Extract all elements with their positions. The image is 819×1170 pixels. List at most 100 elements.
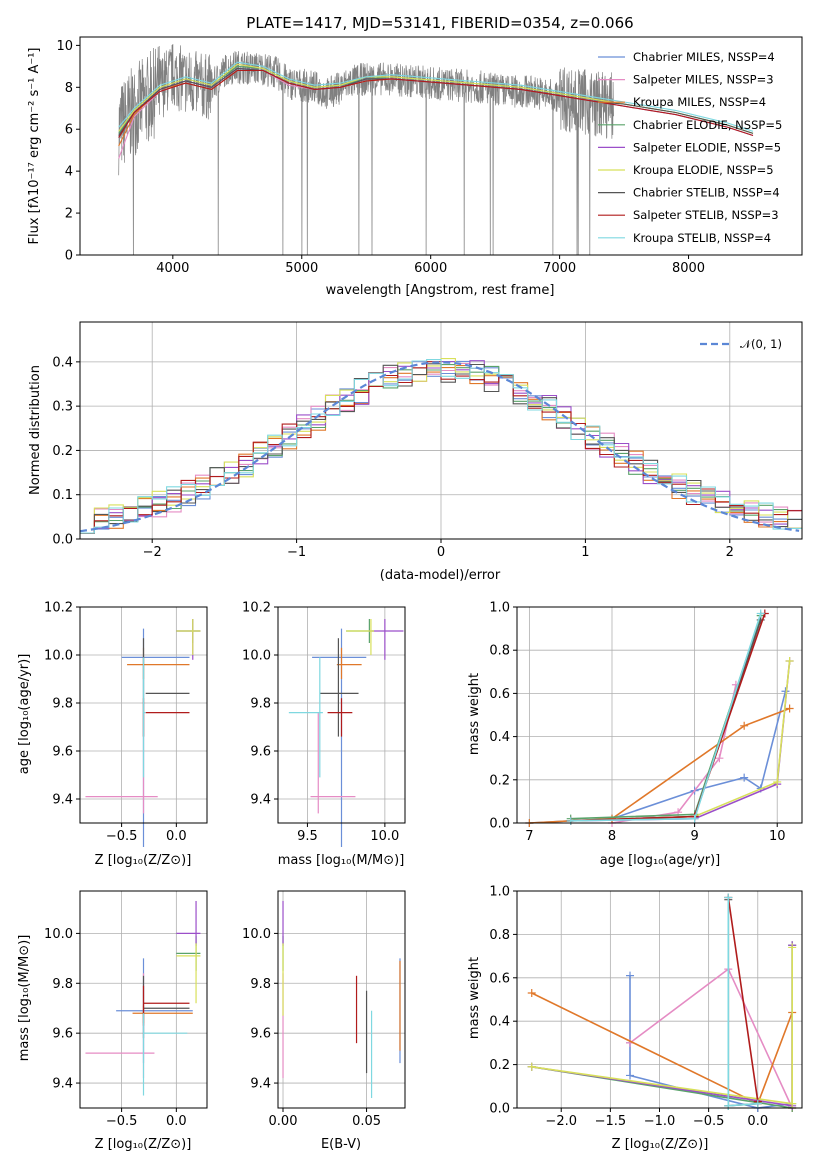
weight-marker xyxy=(788,1099,797,1108)
age-vs-z-xlabel: Z [log₁₀(Z/Z⊙)] xyxy=(95,853,192,868)
weight-marker xyxy=(626,1071,635,1080)
spectrum-y-tick-label: 4 xyxy=(65,165,73,180)
mass-vs-z-y-tick-label: 10.0 xyxy=(44,927,73,942)
weight-vs-age-x-tick-label: 7 xyxy=(525,829,533,844)
weight-marker xyxy=(690,814,699,823)
axes-frame xyxy=(277,890,406,1109)
weight-line-5 xyxy=(531,947,793,1105)
weight-vs-age-y-tick-label: 0.8 xyxy=(489,644,510,659)
weight-line-0 xyxy=(629,975,793,1109)
legend-label: Chabrier ELODIE, NSSP=5 xyxy=(633,118,782,132)
axes-frame xyxy=(79,321,803,540)
weight-vs-age-x-tick-label: 9 xyxy=(690,829,698,844)
axes-frame xyxy=(516,606,803,824)
weight-vs-z-x-tick-label: −2.0 xyxy=(545,1114,577,1129)
mass-vs-ebv-y-tick-label: 9.8 xyxy=(250,977,271,992)
weight-vs-age-panel: 7 8 9 10 0.0 0.2 0.4 0.6 0.8 1.0 xyxy=(489,601,803,844)
legend-label: Kroupa STELIB, NSSP=4 xyxy=(633,231,771,245)
age-vs-mass-y-tick-label: 10.2 xyxy=(242,601,271,616)
legend-label: Kroupa ELODIE, NSSP=5 xyxy=(633,163,774,177)
legend-label: Salpeter STELIB, NSSP=3 xyxy=(633,208,779,222)
spectrum-title: PLATE=1417, MJD=53141, FIBERID=0354, z=0… xyxy=(246,14,633,32)
weight-vs-age-y-tick-label: 0.0 xyxy=(489,817,510,832)
spectrum-ylabel: Flux [fλ10⁻¹⁷ erg cm⁻² s⁻¹ A⁻¹] xyxy=(27,48,42,245)
age-vs-z-y-tick-label: 9.8 xyxy=(52,697,73,712)
mass-vs-z-xlabel: Z [log₁₀(Z/Z⊙)] xyxy=(95,1137,192,1152)
spectrum-panel: 4000 5000 6000 7000 8000 0 2 4 6 8 10 Chabrier MILE… xyxy=(56,36,803,276)
mass-vs-ebv-y-tick-label: 9.6 xyxy=(250,1027,271,1042)
weight-line-2 xyxy=(529,707,790,824)
spectrum-y-tick-label: 10 xyxy=(56,39,73,54)
spectrum-y-tick-label: 0 xyxy=(65,249,73,264)
legend-label: Chabrier STELIB, NSSP=4 xyxy=(633,186,780,200)
mass-vs-z-x-tick-label: 0.0 xyxy=(166,1114,187,1129)
mass-vs-z-y-tick-label: 9.8 xyxy=(52,977,73,992)
weight-vs-z-x-tick-label: −0.5 xyxy=(693,1114,725,1129)
axes-frame xyxy=(79,890,208,1109)
weight-line-1 xyxy=(629,967,793,1109)
age-vs-mass-x-tick-label: 9.5 xyxy=(297,829,318,844)
age-vs-z-y-tick-label: 10.0 xyxy=(44,649,73,664)
weight-line-3 xyxy=(570,615,762,820)
legend-label: Kroupa MILES, NSSP=4 xyxy=(633,95,766,109)
weight-line-7 xyxy=(570,613,766,822)
age-vs-z-ylabel: age [log₁₀(age/yr)] xyxy=(17,654,32,775)
weight-vs-age-xlabel: age [log₁₀(age/yr)] xyxy=(600,853,721,868)
weight-vs-age-x-tick-label: 10 xyxy=(769,829,786,844)
weight-line-1 xyxy=(611,684,737,824)
mass-vs-ebv-y-tick-label: 9.4 xyxy=(250,1077,271,1092)
weight-marker xyxy=(753,1099,762,1108)
weight-vs-z-panel: −2.0 −1.5 −1.0 −0.5 0.0 0.0 0.2 0.4 0.6 0.8 1.0 xyxy=(489,885,803,1129)
weight-marker xyxy=(785,657,794,665)
spectrum-x-tick-label: 4000 xyxy=(156,261,189,276)
weight-marker xyxy=(566,816,575,825)
spectrum-x-tick-label: 8000 xyxy=(672,261,705,276)
weight-marker xyxy=(527,988,536,997)
model-spectrum-8 xyxy=(118,61,754,132)
weight-marker xyxy=(785,704,794,713)
residual-x-tick-label: 1 xyxy=(581,545,589,560)
legend-label: Salpeter ELODIE, NSSP=5 xyxy=(633,140,781,154)
age-vs-mass-panel: 9.5 10.0 9.4 9.6 9.8 10.0 10.2 xyxy=(242,601,406,847)
spectrum-y-tick-label: 6 xyxy=(65,123,73,138)
weight-vs-age-y-tick-label: 0.6 xyxy=(489,687,510,702)
mass-vs-z-y-tick-label: 9.6 xyxy=(52,1027,73,1042)
residual-x-tick-label: −2 xyxy=(143,545,162,560)
axes-frame xyxy=(516,890,803,1109)
spectrum-y-tick-label: 2 xyxy=(65,207,73,222)
residual-ylabel: Normed distribution xyxy=(28,365,43,495)
age-vs-mass-y-tick-label: 9.8 xyxy=(250,697,271,712)
legend-label: Salpeter MILES, NSSP=3 xyxy=(633,73,774,87)
age-vs-z-x-tick-label: 0.0 xyxy=(166,829,187,844)
weight-line-0 xyxy=(529,691,787,824)
weight-marker xyxy=(527,1062,536,1071)
observed-spectrum xyxy=(118,44,614,255)
gaussian-curve xyxy=(80,361,800,533)
model-spectrum-7 xyxy=(118,69,754,138)
age-vs-z-y-tick-label: 9.4 xyxy=(52,793,73,808)
residual-y-tick-label: 0.2 xyxy=(52,444,73,459)
weight-marker xyxy=(740,721,749,730)
spectrum-x-tick-label: 6000 xyxy=(414,261,447,276)
weight-line-5 xyxy=(570,660,791,822)
mass-vs-ebv-xlabel: E(B-V) xyxy=(321,1137,361,1152)
residual-xlabel: (data-model)/error xyxy=(380,568,501,583)
weight-vs-z-y-tick-label: 0.2 xyxy=(489,1058,510,1073)
weight-vs-z-x-tick-label: −1.0 xyxy=(644,1114,676,1129)
age-vs-mass-y-tick-label: 10.0 xyxy=(242,649,271,664)
weight-vs-z-y-tick-label: 1.0 xyxy=(489,885,510,900)
weight-vs-age-ylabel: mass weight xyxy=(467,673,482,755)
weight-marker xyxy=(773,777,782,786)
axes-frame xyxy=(277,606,406,824)
residual-y-tick-label: 0.4 xyxy=(52,355,73,370)
weight-line-8 xyxy=(570,613,762,822)
mass-vs-ebv-x-tick-label: 0.00 xyxy=(269,1114,298,1129)
mass-vs-ebv-panel: 0.00 0.05 9.4 9.6 9.8 10.0 xyxy=(242,890,406,1129)
weight-marker xyxy=(626,971,635,980)
spectrum-x-tick-label: 5000 xyxy=(285,261,318,276)
age-vs-z-y-tick-label: 10.2 xyxy=(44,601,73,616)
age-vs-mass-y-tick-label: 9.6 xyxy=(250,745,271,760)
spectrum-xlabel: wavelength [Angstrom, rest frame] xyxy=(326,283,555,298)
weight-vs-age-x-tick-label: 8 xyxy=(608,829,616,844)
weight-vs-age-y-tick-label: 1.0 xyxy=(489,601,510,616)
